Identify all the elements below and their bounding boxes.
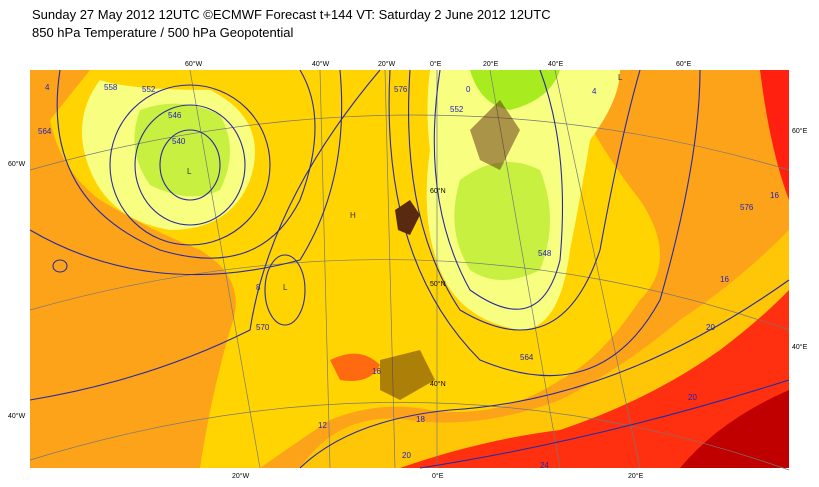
temperature-label: 20 (688, 393, 697, 402)
temperature-label: 20 (706, 323, 715, 332)
contour-label: 576 (394, 85, 408, 94)
contour-label: 564 (520, 353, 534, 362)
lon-label: 0°E (430, 60, 442, 68)
lon-label: 40°E (548, 60, 564, 68)
lon-label: 60°E (676, 60, 692, 68)
temperature-label: 16 (372, 367, 381, 376)
subtitle: 850 hPa Temperature / 500 hPa Geopotenti… (32, 25, 294, 40)
temperature-label: 18 (416, 415, 425, 424)
contour-label: 564 (38, 127, 52, 136)
edge-label: 60°E (792, 127, 808, 135)
pressure-center: L (283, 283, 288, 292)
temperature-label: 12 (318, 421, 327, 430)
lon-label: 20°E (483, 60, 499, 68)
contour-label: 552 (450, 105, 464, 114)
edge-label: 40°E (792, 343, 808, 351)
lon-label: 0°E (432, 472, 444, 480)
lat-label: 50°N (430, 280, 446, 288)
coastlines (380, 100, 520, 400)
lat-label: 60°N (430, 187, 446, 195)
contour-label: 546 (168, 111, 182, 120)
cold-region (454, 162, 550, 280)
labels: 60°W 40°W 20°W 0°E 20°E 40°E 60°E 20°W 0… (8, 60, 808, 480)
contour-label: 576 (740, 203, 754, 212)
very-hot-region (680, 390, 789, 468)
pressure-center: L (618, 73, 623, 82)
lon-label: 40°W (312, 60, 330, 68)
lon-label: 20°W (232, 472, 250, 480)
temperature-label: 16 (770, 191, 779, 200)
edge-label: 40°W (8, 412, 26, 420)
temperature-label: 8 (256, 283, 261, 292)
contour-label: 552 (142, 85, 156, 94)
lon-label: 20°E (628, 472, 644, 480)
contour-label: 540 (172, 137, 186, 146)
pressure-center: L (187, 167, 192, 176)
graticule (29, 69, 790, 471)
temperature-label: 4 (592, 87, 597, 96)
cold-region (134, 103, 230, 197)
contour-label: 570 (256, 323, 270, 332)
title: Sunday 27 May 2012 12UTC ©ECMWF Forecast… (32, 7, 551, 22)
temperature-label: 16 (720, 275, 729, 284)
edge-label: 60°W (8, 160, 26, 168)
temperature-label: 24 (540, 461, 549, 470)
contour-label: 548 (538, 249, 552, 258)
cold-region (470, 70, 560, 110)
lon-label: 60°W (185, 60, 203, 68)
temperature-label: 20 (402, 451, 411, 460)
temperature-label: 0 (466, 85, 471, 94)
contour-label: 558 (104, 83, 118, 92)
geopotential-contours (29, 69, 790, 469)
lon-label: 20°W (378, 60, 396, 68)
hot-region (400, 290, 789, 468)
temperature-label: 4 (45, 83, 50, 92)
hot-region (330, 353, 380, 381)
pressure-center: H (350, 211, 356, 220)
lat-label: 40°N (430, 380, 446, 388)
